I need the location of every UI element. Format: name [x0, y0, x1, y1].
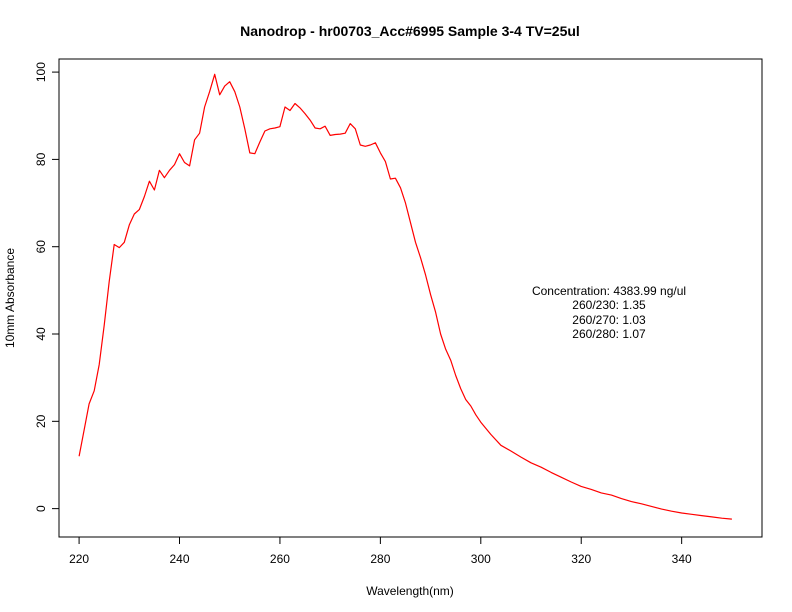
annotation-concentration: Concentration: 4383.99 ng/ul — [532, 284, 686, 298]
y-tick-label: 20 — [34, 414, 48, 428]
y-tick-label: 80 — [34, 152, 48, 166]
x-tick-label: 340 — [672, 552, 692, 566]
x-tick-label: 220 — [69, 552, 89, 566]
x-tick-label: 240 — [169, 552, 189, 566]
y-tick-label: 100 — [34, 62, 48, 82]
x-tick-label: 280 — [370, 552, 390, 566]
y-tick-label: 0 — [34, 505, 48, 512]
y-axis-label: 10mm Absorbance — [3, 248, 17, 348]
chart-title: Nanodrop - hr00703_Acc#6995 Sample 3-4 T… — [240, 23, 580, 39]
y-axis: 0 20 40 60 80 100 — [34, 62, 60, 512]
annotation-260-280: 260/280: 1.07 — [572, 327, 646, 341]
annotation-block: Concentration: 4383.99 ng/ul 260/230: 1.… — [532, 284, 686, 341]
x-axis-label: Wavelength(nm) — [366, 584, 454, 598]
annotation-260-270: 260/270: 1.03 — [572, 313, 646, 327]
annotation-260-230: 260/230: 1.35 — [572, 298, 646, 312]
absorbance-series-line — [78, 73, 732, 520]
x-axis: 220 240 260 280 300 320 340 — [69, 536, 692, 566]
plot-frame — [58, 58, 763, 538]
x-tick-label: 260 — [270, 552, 290, 566]
x-tick-label: 320 — [571, 552, 591, 566]
y-tick-label: 40 — [34, 327, 48, 341]
y-tick-label: 60 — [34, 240, 48, 254]
x-tick-label: 300 — [471, 552, 491, 566]
series-layer — [78, 73, 732, 520]
